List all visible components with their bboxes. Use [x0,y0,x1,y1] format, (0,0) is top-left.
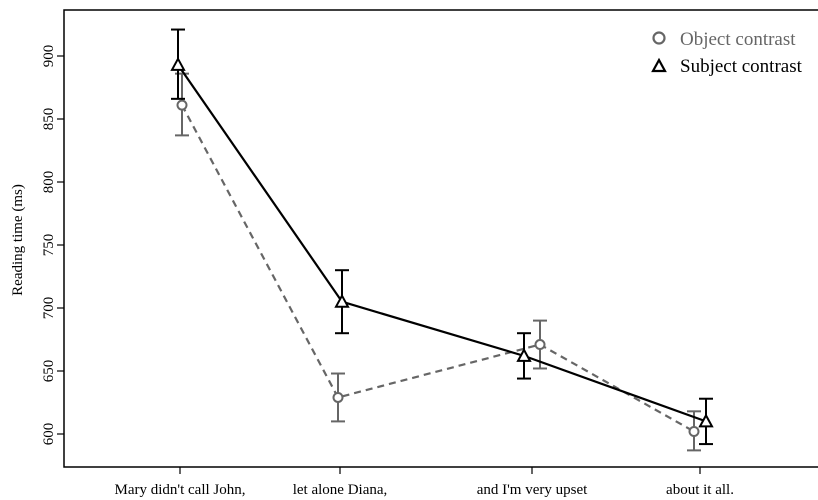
x-tick-label: let alone Diana, [293,482,388,498]
series-layer [170,28,714,452]
x-axis: Mary didn't call John, let alone Diana, an… [114,467,734,498]
legend-circle-marker-icon [652,31,666,45]
data-point-circle [332,391,344,403]
data-point-triangle [516,347,532,362]
y-tick-label: 800 [41,171,57,194]
data-point-triangle [334,293,350,308]
legend-label-object: Object contrast [680,29,796,50]
y-tick-label: 650 [41,360,57,383]
y-tick-label: 600 [41,423,57,446]
data-point-triangle [170,56,186,71]
y-tick-label: 850 [41,108,57,131]
plot-frame [63,9,818,468]
legend: Object contrast Subject contrast [651,29,803,77]
y-tick-label: 700 [41,297,57,320]
y-axis-label: Reading time (ms) [10,184,26,296]
series-object-contrast [175,72,701,452]
data-point-circle [176,99,188,111]
series-subject-contrast [170,28,714,446]
legend-label-subject: Subject contrast [680,56,803,77]
series-line [177,64,707,423]
x-tick-label: Mary didn't call John, [114,482,245,498]
data-point-circle [534,339,546,351]
data-point-triangle [698,413,714,428]
x-tick-label: and I'm very upset [477,482,588,498]
y-tick-label: 900 [41,45,57,68]
data-point-circle [688,425,700,437]
legend-triangle-marker-icon [651,57,667,73]
y-axis: 600 650 700 750 800 850 900 [41,45,64,446]
y-tick-label: 750 [41,234,57,257]
x-tick-label: about it all. [666,482,734,498]
series-line [181,104,695,433]
